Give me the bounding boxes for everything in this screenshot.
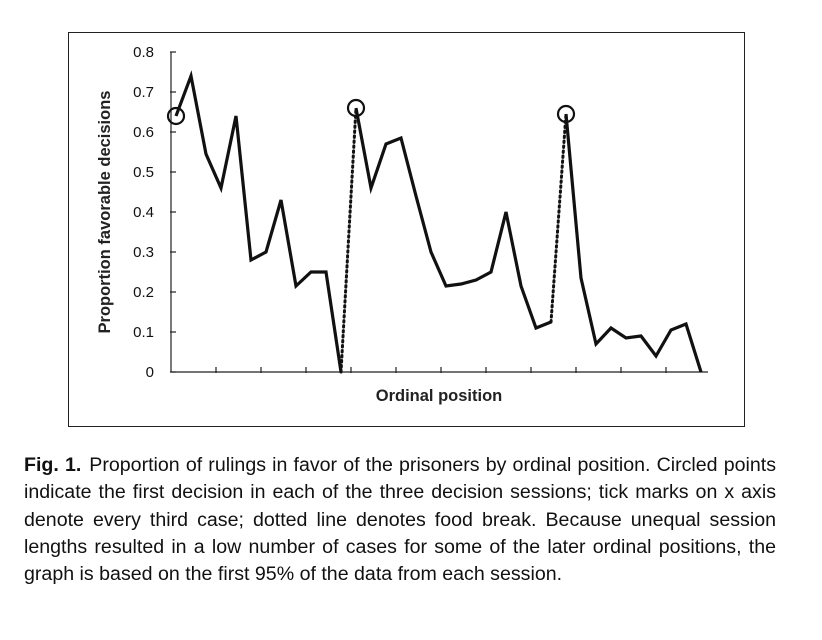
y-tick-label: 0 — [146, 364, 154, 381]
circled-point-marker — [346, 98, 366, 118]
food-break-line-1 — [339, 106, 358, 374]
y-tick-label: 0.3 — [133, 244, 154, 261]
x-axis-title: Ordinal position — [376, 387, 503, 405]
y-tick-label: 0.1 — [133, 324, 154, 341]
chart-plot: 0 0.1 0.2 0.3 0.4 0.5 0.6 0.7 0.8 Ordinal positi… — [96, 44, 708, 405]
series-line-session-2 — [354, 107, 552, 331]
x-ticks — [215, 367, 667, 373]
series-line-session-3 — [564, 113, 703, 373]
series-line-session-1 — [174, 70, 343, 373]
caption-text: Proportion of rulings in favor of the pr… — [24, 454, 776, 586]
circled-point-marker — [556, 104, 576, 124]
series-lines — [174, 70, 703, 374]
circled-points — [166, 98, 576, 126]
circled-point-marker — [166, 106, 186, 126]
y-tick-label: 0.7 — [133, 84, 154, 101]
caption-label: Fig. 1. — [24, 454, 82, 476]
y-tick-label: 0.6 — [133, 124, 154, 141]
y-tick-label: 0.5 — [133, 164, 154, 181]
chart-frame — [68, 32, 745, 427]
y-tick-label: 0.4 — [133, 204, 154, 221]
food-break-line-2 — [549, 112, 568, 324]
chart-axes — [170, 52, 708, 373]
y-axis-title: Proportion favorable decisions — [96, 91, 114, 334]
y-tick-label: 0.2 — [133, 284, 154, 301]
y-ticks: 0 0.1 0.2 0.3 0.4 0.5 0.6 0.7 0.8 — [133, 44, 176, 381]
y-tick-label: 0.8 — [133, 44, 154, 61]
figure-caption: Fig. 1. Proportion of rulings in favor of… — [24, 452, 776, 588]
